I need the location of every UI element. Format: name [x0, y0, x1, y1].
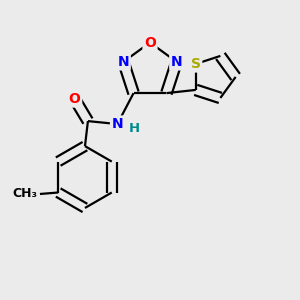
- Text: S: S: [191, 57, 201, 71]
- Text: CH₃: CH₃: [13, 188, 38, 200]
- Text: O: O: [144, 35, 156, 50]
- Text: N: N: [112, 117, 123, 131]
- Text: H: H: [129, 122, 140, 135]
- Text: N: N: [171, 55, 182, 69]
- Text: N: N: [118, 55, 129, 69]
- Text: O: O: [69, 92, 81, 106]
